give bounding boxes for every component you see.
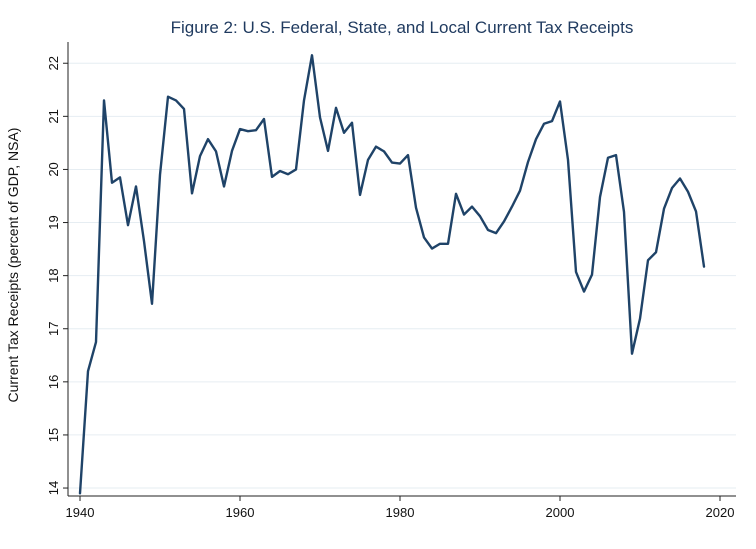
y-tick-label: 19 bbox=[46, 215, 61, 229]
y-tick-label: 22 bbox=[46, 56, 61, 70]
x-tick-label: 1960 bbox=[226, 505, 255, 520]
y-tick-label: 17 bbox=[46, 322, 61, 336]
y-tick-label: 14 bbox=[46, 481, 61, 495]
y-axis-title: Current Tax Receipts (percent of GDP, NS… bbox=[5, 128, 21, 403]
x-tick-label: 2000 bbox=[546, 505, 575, 520]
x-axis-ticks: 1940 1960 1980 2000 2020 bbox=[66, 496, 735, 520]
grid bbox=[68, 62, 736, 489]
y-tick-label: 16 bbox=[46, 375, 61, 389]
y-tick-label: 20 bbox=[46, 162, 61, 176]
y-tick-label: 21 bbox=[46, 109, 61, 123]
x-tick-label: 2020 bbox=[706, 505, 735, 520]
y-axis-ticks: 14 15 16 17 18 19 20 21 22 bbox=[46, 56, 68, 495]
tax-receipts-series-line bbox=[78, 54, 706, 495]
chart-title: Figure 2: U.S. Federal, State, and Local… bbox=[171, 18, 634, 37]
x-tick-label: 1980 bbox=[386, 505, 415, 520]
x-tick-label: 1940 bbox=[66, 505, 95, 520]
y-tick-label: 15 bbox=[46, 428, 61, 442]
y-tick-label: 18 bbox=[46, 268, 61, 282]
